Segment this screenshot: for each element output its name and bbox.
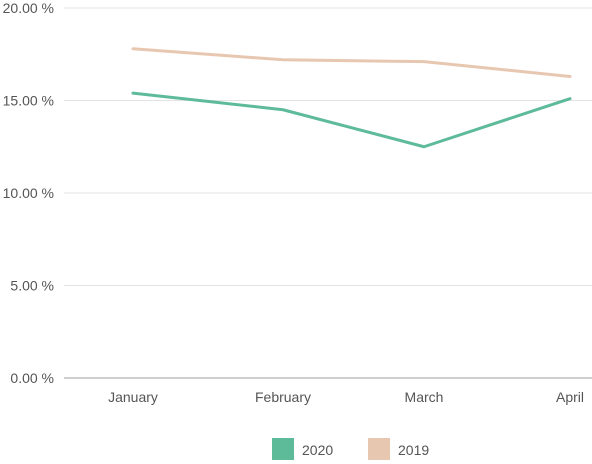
x-axis: January February March April — [108, 389, 584, 405]
x-tick-label: February — [255, 389, 311, 405]
x-tick-label: March — [405, 389, 444, 405]
y-tick-label: 15.00 % — [3, 93, 54, 109]
x-tick-label: April — [556, 389, 584, 405]
legend-label-2019: 2019 — [398, 442, 429, 458]
legend-swatch-2020 — [272, 438, 294, 460]
legend-swatch-2019 — [368, 438, 390, 460]
y-tick-label: 0.00 % — [10, 370, 54, 386]
series-line-2019 — [131, 47, 572, 78]
y-tick-label: 10.00 % — [3, 185, 54, 201]
x-tick-label: January — [108, 389, 158, 405]
y-tick-label: 20.00 % — [3, 0, 54, 16]
gridlines — [64, 7, 592, 379]
y-tick-label: 5.00 % — [10, 278, 54, 294]
series-lines — [131, 47, 572, 149]
legend-label-2020: 2020 — [302, 442, 333, 458]
series-line-2020 — [131, 91, 572, 149]
y-axis: 0.00 % 5.00 % 10.00 % 15.00 % 20.00 % — [3, 0, 54, 386]
legend: 2020 2019 — [272, 438, 429, 460]
